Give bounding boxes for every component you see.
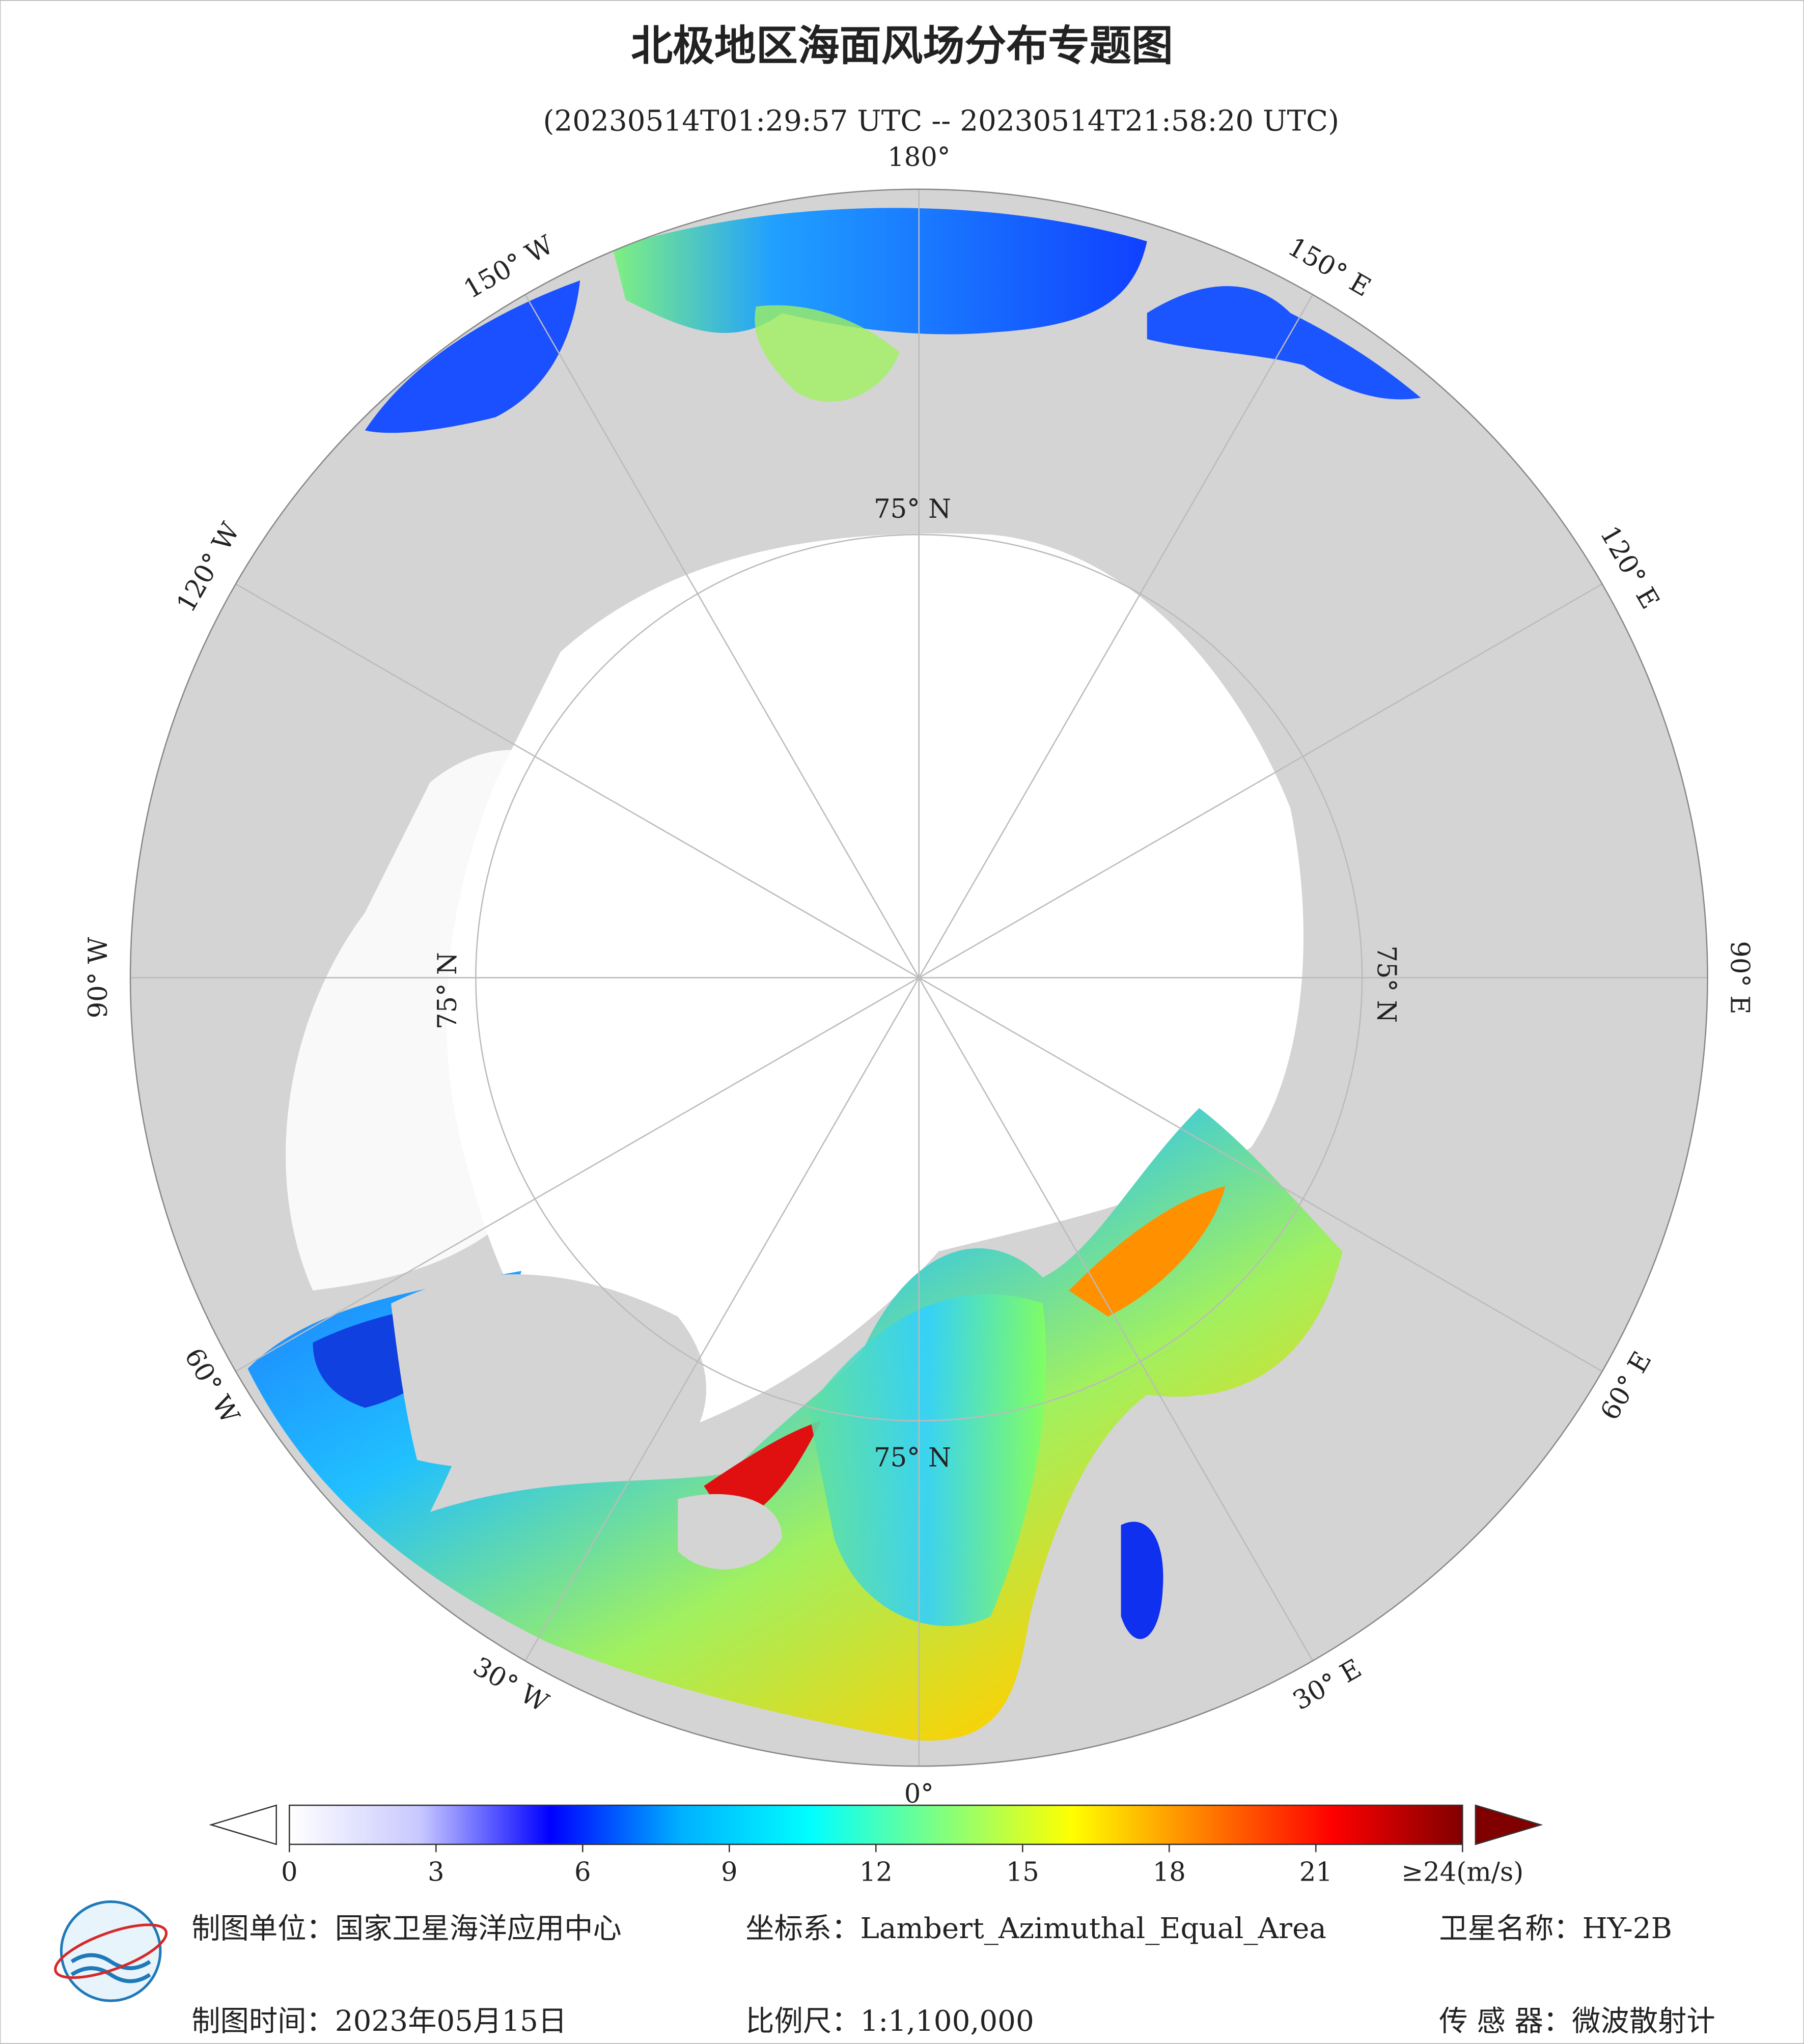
iceland	[678, 1494, 782, 1570]
sea-ice	[446, 533, 1303, 1447]
colorbar-tick-label: 18	[1153, 1857, 1186, 1888]
wind-field	[808, 1294, 1046, 1627]
colorbar-tick-label: ≥24(m/s)	[1401, 1857, 1523, 1888]
archipelago-channels	[286, 750, 632, 1291]
footer-scale: 比例尺：1:1,100,000	[745, 2005, 1034, 2038]
colorbar-tick-label: 0	[281, 1857, 298, 1888]
footer-satellite: 卫星名称：HY-2B	[1439, 1912, 1672, 1945]
meridian-label: 180°	[887, 142, 950, 173]
footer-sensor: 传 感 器：微波散射计	[1439, 2005, 1715, 2038]
parallel-label: 75° N	[874, 494, 951, 524]
footer-date: 制图时间：2023年05月15日	[191, 2005, 567, 2038]
subtitle: (20230514T01:29:57 UTC -- 20230514T21:58…	[543, 104, 1340, 137]
colorbar-tick-label: 15	[1006, 1857, 1039, 1888]
greenland	[391, 1274, 707, 1473]
wind-field	[365, 280, 580, 433]
colorbar-tick-label: 3	[428, 1857, 445, 1888]
meridian-label: 0°	[904, 1779, 934, 1809]
footer-crs: 坐标系：Lambert_Azimuthal_Equal_Area	[745, 1912, 1326, 1945]
parallel-label: 75° N	[874, 1443, 951, 1473]
colorbar-under	[209, 1804, 277, 1845]
colorbar-tick-label: 21	[1299, 1857, 1333, 1888]
wind-field	[613, 208, 1147, 334]
wind-high	[1069, 1186, 1226, 1317]
wind-low	[1121, 1522, 1163, 1639]
wind-field	[755, 305, 900, 402]
parallel-label: 75° N	[1371, 945, 1402, 1023]
title: 北极地区海面风场分布专题图	[631, 22, 1173, 70]
colorbar-over	[1475, 1804, 1543, 1845]
wind-field	[247, 1108, 1343, 1741]
colorbar-tick-label: 9	[721, 1857, 738, 1888]
colorbar-body	[289, 1804, 1463, 1845]
footer-unit: 制图单位：国家卫星海洋应用中心	[191, 1912, 621, 1945]
graticule	[130, 189, 1708, 1767]
wind-field	[1147, 286, 1421, 400]
logo	[54, 1900, 168, 2002]
parallel-label: 75° N	[432, 952, 463, 1029]
meridian-label: 90° E	[1724, 941, 1755, 1014]
map-border	[129, 188, 1708, 1767]
colorbar-tick-label: 12	[859, 1857, 893, 1888]
meridian-label: 90° W	[83, 937, 114, 1018]
map	[130, 189, 1708, 1767]
colorbar-tick-label: 6	[574, 1857, 591, 1888]
colorbar: 0 3 6 9 12 15 18 21 ≥24(m/s)	[209, 1804, 1543, 1888]
